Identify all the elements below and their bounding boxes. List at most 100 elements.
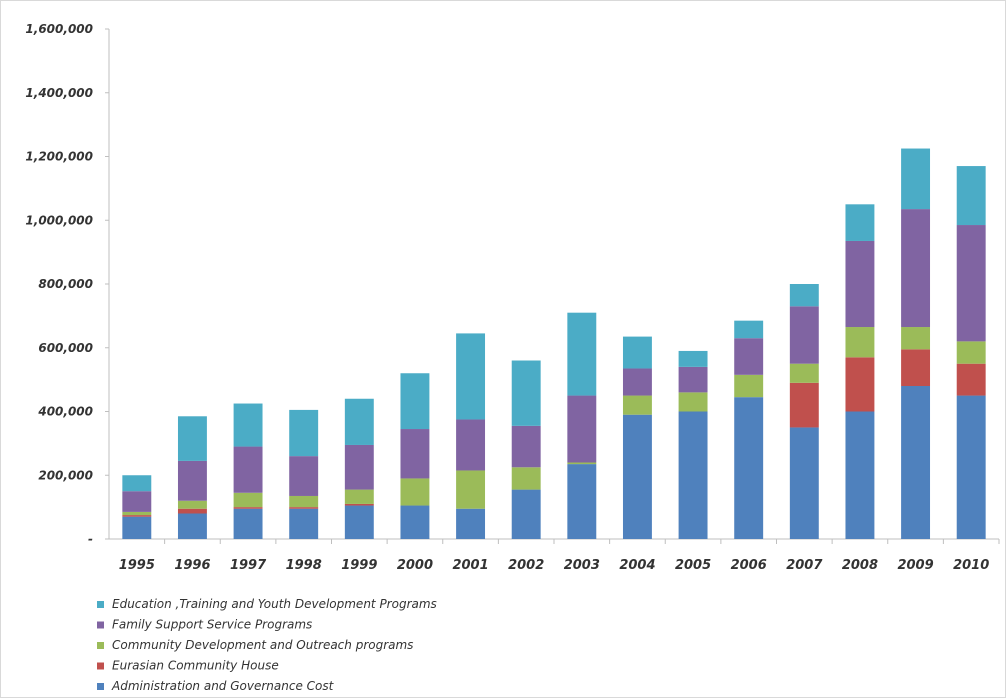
x-tick-label: 1998 (286, 558, 322, 573)
y-tick-label: 800,000 (38, 277, 93, 291)
bar-segment (122, 515, 152, 517)
bar-segment (678, 411, 708, 539)
bar-segment (901, 327, 931, 350)
bar-segment (400, 478, 430, 506)
bar-segment (122, 511, 152, 516)
bar-segment (177, 460, 207, 501)
bar-segment (956, 363, 986, 396)
x-tick-label: 2001 (452, 558, 488, 573)
bar-segment (122, 475, 152, 492)
legend-swatch (97, 642, 104, 649)
bar-segment (122, 516, 152, 539)
bar-segment (233, 492, 263, 508)
legend: Education ,Training and Youth Developmen… (97, 597, 437, 693)
bar-segment (456, 333, 486, 420)
bar-segment (289, 409, 319, 457)
bar-segment (233, 403, 263, 447)
y-tick-label: 1,000,000 (25, 213, 93, 227)
bar-segment (789, 382, 819, 428)
bar-segment (622, 414, 652, 539)
bar-segment (177, 508, 207, 514)
y-tick-label: 1,600,000 (25, 22, 93, 36)
x-tick-label: 2008 (842, 558, 878, 573)
legend-swatch (97, 621, 104, 629)
bar-segment (289, 508, 319, 539)
bar-segment (789, 306, 819, 364)
y-tick-label: 600,000 (38, 341, 93, 355)
x-tick-label: 2006 (731, 558, 767, 573)
x-tick-label: 1996 (174, 558, 210, 573)
bar-segment (734, 320, 764, 339)
x-tick-label: 2003 (564, 558, 600, 573)
bar-segment (901, 386, 931, 539)
bar-segment (233, 508, 263, 539)
bar-segment (845, 327, 875, 358)
bar-segment (511, 489, 541, 539)
bar-segment (622, 336, 652, 369)
legend-label: Family Support Service Programs (112, 618, 312, 632)
y-axis-tick-labels: - 200,000 400,000 600,000 800,000 1,000,000 1,… (25, 22, 109, 546)
legend-label: Community Development and Outreach progr… (112, 638, 413, 652)
bar-segment (289, 507, 319, 509)
legend-label: Eurasian Community House (112, 659, 279, 673)
bar-segment (734, 374, 764, 398)
bar-segment (678, 366, 708, 393)
bar-segment (177, 500, 207, 509)
bar-segment (511, 425, 541, 468)
bar-segment (400, 505, 430, 539)
legend-swatch (97, 662, 104, 670)
bar-segment (456, 419, 486, 471)
x-tick-label: 2010 (953, 558, 989, 573)
bar-segment (567, 462, 597, 465)
bar-segment (845, 240, 875, 328)
bar-segment (344, 489, 374, 504)
bar-segment (400, 429, 430, 479)
bar-segment (789, 284, 819, 307)
x-tick-label: 1999 (341, 558, 377, 573)
y-tick-label: 400,000 (37, 405, 93, 419)
y-tick-label: 200,000 (38, 468, 93, 482)
bar-segment (901, 148, 931, 210)
bar-segment (177, 513, 207, 539)
bar-segment (734, 338, 764, 375)
bar-segment (567, 312, 597, 396)
x-tick-label: 2007 (786, 558, 823, 573)
bar-segment (511, 360, 541, 426)
x-tick-label: 1995 (119, 558, 155, 573)
bar-segment (122, 491, 152, 512)
bar-segment (289, 495, 319, 508)
bar-segment (511, 467, 541, 490)
bar-segment (678, 350, 708, 367)
bar-segment (233, 446, 263, 493)
bar-segment (956, 225, 986, 342)
x-tick-label: 2004 (619, 558, 655, 573)
bar-segment (956, 395, 986, 539)
bar-segment (789, 363, 819, 383)
bar-segment (901, 349, 931, 386)
bar-segment (344, 505, 374, 539)
bar-segment (567, 464, 597, 539)
bar-segment (956, 341, 986, 364)
bar-segment (400, 373, 430, 430)
bar-segment (233, 507, 263, 509)
bar-segment (845, 357, 875, 412)
legend-swatch (97, 601, 104, 608)
y-tick-label: 1,400,000 (25, 86, 93, 100)
bar-segment (344, 398, 374, 445)
bar-segment (622, 395, 652, 415)
bar-segment (734, 397, 764, 539)
x-tick-label: 2002 (508, 558, 544, 573)
bar-segment (456, 470, 486, 509)
legend-label: Administration and Governance Cost (111, 679, 335, 693)
legend-swatch (97, 683, 104, 690)
x-tick-label: 2009 (897, 558, 933, 573)
y-tick-label: - (88, 532, 93, 546)
bar-stacks (122, 148, 986, 539)
x-axis-tick-labels: 1995 1996 1997 1998 1999 2000 2001 2002 2003 2004… (119, 539, 1000, 573)
bar-segment (344, 503, 374, 506)
legend-label: Education ,Training and Youth Developmen… (112, 597, 437, 611)
y-tick-label: 1,200,000 (25, 150, 93, 164)
bar-segment (845, 204, 875, 241)
x-tick-label: 1997 (230, 558, 267, 573)
